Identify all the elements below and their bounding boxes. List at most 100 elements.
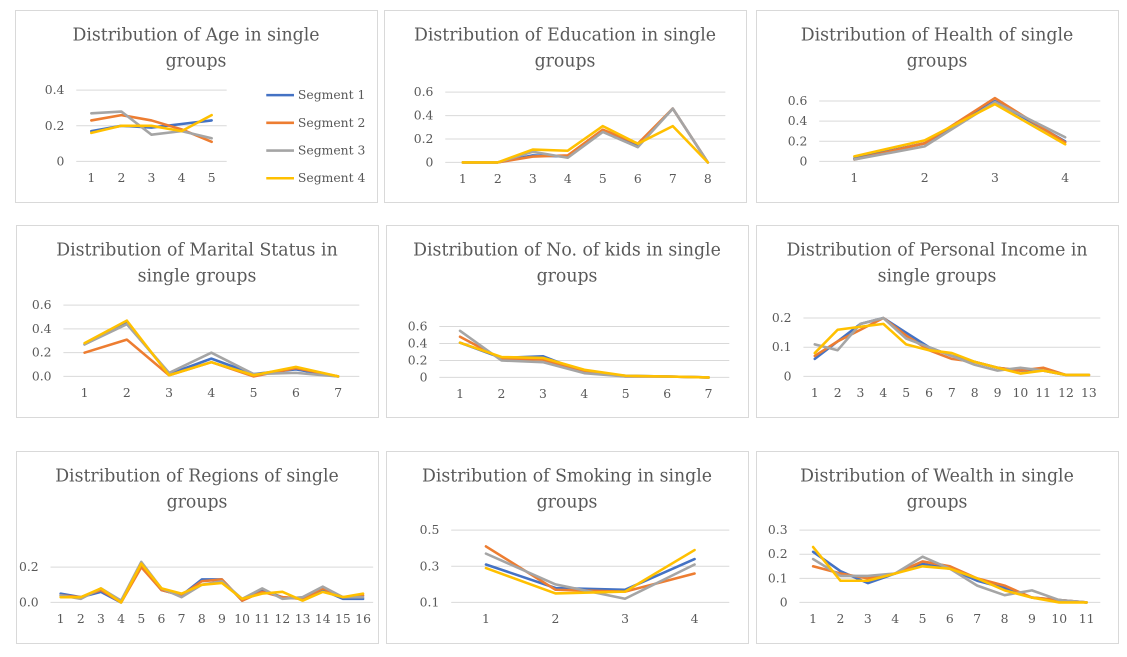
x-tick-label: 11 xyxy=(1035,386,1051,400)
x-tick-label: 9 xyxy=(218,612,226,626)
x-tick-label: 6 xyxy=(946,612,954,626)
chart-title-line-1: Distribution of Smoking in single xyxy=(422,467,712,487)
y-tick-label: 0.6 xyxy=(788,94,808,108)
x-tick-label: 13 xyxy=(1081,386,1097,400)
chart-title-line-1: Distribution of Age in single xyxy=(73,26,320,46)
y-tick-label: 0.2 xyxy=(32,346,52,360)
y-tick-label: 0.0 xyxy=(32,369,52,383)
x-tick-label: 4 xyxy=(178,171,186,185)
chart-title-line-1: Distribution of Regions of single xyxy=(55,467,339,487)
series-line-segment-4 xyxy=(458,341,710,379)
y-tick-label: 0.2 xyxy=(788,134,808,148)
y-tick-label: 0.1 xyxy=(772,340,792,354)
chart-wealth: Distribution of Wealth in single groups 0.… xyxy=(768,467,1101,626)
x-tick-label: 1 xyxy=(850,171,858,185)
series-line-segment-2 xyxy=(461,107,710,164)
x-tick-label: 10 xyxy=(234,612,250,626)
y-tick-label: 0 xyxy=(799,154,807,168)
series-line-segment-4 xyxy=(59,562,365,604)
x-tick-label: 11 xyxy=(254,612,270,626)
chart-title-line-2: groups xyxy=(535,51,596,71)
y-tick-label: 0.6 xyxy=(408,319,428,333)
x-tick-label: 2 xyxy=(921,171,929,185)
x-tick-label: 2 xyxy=(552,612,560,626)
series-line-segment-4 xyxy=(853,102,1067,158)
x-tick-label: 4 xyxy=(564,172,572,186)
x-tick-label: 3 xyxy=(529,172,537,186)
x-tick-label: 4 xyxy=(879,386,887,400)
series-line-segment-4 xyxy=(484,548,696,595)
x-tick-label: 3 xyxy=(991,171,999,185)
y-tick-label: 0.2 xyxy=(408,353,428,367)
y-tick-label: 0.1 xyxy=(768,571,788,585)
x-tick-label: 1 xyxy=(87,171,95,185)
chart-panel-smoking: Distribution of Smoking in single groups 0… xyxy=(386,451,749,644)
x-tick-label: 8 xyxy=(198,612,206,626)
chart-smoking: Distribution of Smoking in single groups 0… xyxy=(420,467,730,626)
series-line-segment-1 xyxy=(484,557,696,592)
x-tick-label: 2 xyxy=(837,612,845,626)
x-tick-label: 8 xyxy=(971,386,979,400)
x-tick-label: 7 xyxy=(948,386,956,400)
x-tick-label: 3 xyxy=(539,387,547,401)
y-tick-label: 0.6 xyxy=(414,85,434,99)
x-tick-label: 8 xyxy=(1001,612,1009,626)
x-tick-label: 3 xyxy=(621,612,629,626)
x-tick-label: 13 xyxy=(295,612,311,626)
y-tick-label: 0.4 xyxy=(32,322,52,336)
y-tick-label: 0.2 xyxy=(768,547,788,561)
x-tick-label: 10 xyxy=(1012,386,1028,400)
chart-title-line-2: groups xyxy=(537,492,598,512)
chart-title-line-2: groups xyxy=(537,266,598,286)
chart-no-of-kids: Distribution of No. of kids in single gro… xyxy=(408,241,730,401)
chart-title-line-2: groups xyxy=(907,51,968,71)
series-line-segment-3 xyxy=(853,100,1067,161)
series-line-segment-4 xyxy=(461,124,710,164)
chart-title-line-2: groups xyxy=(907,492,968,512)
x-tick-label: 6 xyxy=(925,386,933,400)
chart-panel-education: Distribution of Education in single group… xyxy=(384,10,747,203)
chart-panel-personal-income: Distribution of Personal Income in single… xyxy=(756,225,1119,418)
x-tick-label: 4 xyxy=(580,387,588,401)
x-tick-label: 4 xyxy=(1061,171,1069,185)
x-tick-label: 3 xyxy=(165,386,173,400)
chart-health: Distribution of Health of single groups 0.… xyxy=(788,26,1101,185)
chart-title-line-1: Distribution of Personal Income in xyxy=(786,241,1087,261)
x-tick-label: 1 xyxy=(811,386,819,400)
y-tick-label: 0.1 xyxy=(420,595,440,609)
chart-panel-wealth: Distribution of Wealth in single groups 0.… xyxy=(756,451,1119,644)
y-tick-label: 0.4 xyxy=(414,109,434,123)
x-tick-label: 2 xyxy=(123,386,131,400)
chart-marital-status: Distribution of Marital Status in single … xyxy=(32,241,360,400)
series-line-segment-3 xyxy=(83,322,340,378)
x-tick-label: 4 xyxy=(207,386,215,400)
series-line-segment-2 xyxy=(813,316,1091,377)
y-tick-label: 0 xyxy=(57,154,65,168)
series-line-segment-4 xyxy=(90,113,213,135)
series-line-segment-1 xyxy=(461,107,710,164)
chart-title-line-2: single groups xyxy=(138,266,257,286)
y-tick-label: 0.4 xyxy=(408,336,428,350)
y-tick-label: 0 xyxy=(784,369,792,383)
y-tick-label: 0 xyxy=(426,155,434,169)
y-tick-label: 0.3 xyxy=(768,523,788,537)
x-tick-label: 5 xyxy=(208,171,216,185)
chart-panel-marital-status: Distribution of Marital Status in single … xyxy=(16,225,379,418)
series-line-segment-3 xyxy=(461,107,710,164)
x-tick-label: 1 xyxy=(57,612,65,626)
chart-title-line-1: Distribution of Health of single xyxy=(801,26,1074,46)
x-tick-label: 5 xyxy=(622,387,630,401)
x-tick-label: 1 xyxy=(482,612,490,626)
chart-title-line-2: groups xyxy=(167,492,228,512)
chart-title-line-1: Distribution of No. of kids in single xyxy=(413,241,721,261)
chart-title-line-2: single groups xyxy=(878,266,997,286)
legend-label-segment-4: Segment 4 xyxy=(298,171,366,185)
chart-personal-income: Distribution of Personal Income in single… xyxy=(772,241,1101,400)
x-tick-label: 7 xyxy=(334,386,342,400)
y-tick-label: 0.5 xyxy=(420,523,440,537)
legend-label-segment-3: Segment 3 xyxy=(298,143,365,157)
x-tick-label: 5 xyxy=(919,612,927,626)
x-tick-label: 5 xyxy=(137,612,145,626)
x-tick-label: 4 xyxy=(891,612,899,626)
chart-title-line-2: groups xyxy=(166,51,227,71)
